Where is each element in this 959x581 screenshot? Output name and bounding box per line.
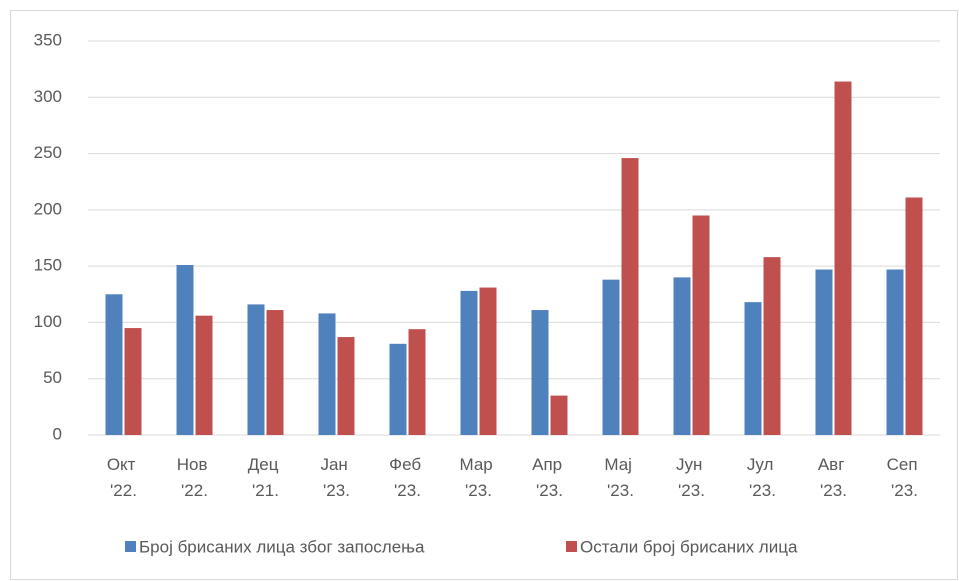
x-tick-label: Нов '22. — [177, 455, 213, 500]
legend-label: Број брисаних лица због запослења — [139, 537, 425, 556]
bar — [621, 158, 639, 435]
x-tick-label: Авг '23. — [818, 455, 849, 500]
legend-swatch — [125, 541, 136, 552]
bar — [602, 279, 620, 435]
bar — [673, 277, 691, 435]
bar — [408, 329, 426, 435]
y-tick-label: 0 — [53, 424, 62, 443]
x-tick-line: Феб — [389, 455, 426, 474]
x-tick-label: Мај '23. — [604, 455, 636, 500]
x-tick-line: '23. — [678, 481, 705, 500]
x-tick-line: Јул — [747, 455, 778, 474]
bar — [247, 304, 265, 435]
x-tick-line: Мај — [604, 455, 636, 474]
x-tick-label: Дец '21. — [248, 455, 283, 500]
x-tick-line: Јун — [676, 455, 707, 474]
legend-label: Остали број брисаних лица — [580, 537, 798, 556]
x-tick-line: Јан — [320, 455, 352, 474]
y-tick-label: 150 — [34, 256, 62, 275]
x-tick-line: Авг — [818, 455, 849, 474]
bar — [337, 337, 355, 435]
x-tick-label: Окт '22. — [107, 455, 140, 500]
bar — [550, 395, 568, 435]
x-tick-line: Сеп — [887, 455, 923, 474]
x-tick-line: Дец — [248, 455, 283, 474]
x-tick-label: Феб '23. — [389, 455, 426, 500]
x-tick-label: Јун '23. — [676, 455, 707, 500]
x-tick-line: '23. — [607, 481, 634, 500]
bar — [318, 313, 336, 435]
x-tick-line: '23. — [394, 481, 421, 500]
y-tick-label: 50 — [43, 368, 62, 387]
x-tick-label: Сеп '23. — [887, 455, 923, 500]
bar — [389, 343, 407, 435]
legend-swatch — [566, 541, 577, 552]
x-tick-label: Јан '23. — [320, 455, 352, 500]
x-tick-line: '23. — [536, 481, 563, 500]
bar — [744, 302, 762, 435]
x-tick-line: Окт — [107, 455, 140, 474]
bar — [815, 269, 833, 435]
y-tick-label: 350 — [34, 30, 62, 49]
x-tick-line: '22. — [181, 481, 208, 500]
x-tick-line: '23. — [465, 481, 492, 500]
x-tick-line: '22. — [110, 481, 137, 500]
y-tick-label: 250 — [34, 143, 62, 162]
bar — [479, 287, 497, 435]
y-tick-label: 300 — [34, 87, 62, 106]
bar — [834, 81, 852, 436]
bar — [905, 197, 923, 435]
x-tick-line: Апр — [532, 455, 567, 474]
bar — [886, 269, 904, 435]
x-tick-line: '21. — [252, 481, 279, 500]
x-tick-line: Мар — [460, 455, 498, 474]
bar — [195, 315, 213, 435]
bar — [176, 265, 194, 435]
x-tick-line: Нов — [177, 455, 213, 474]
x-tick-line: '23. — [323, 481, 350, 500]
y-tick-label: 200 — [34, 199, 62, 218]
bar — [692, 215, 710, 435]
bar — [460, 290, 478, 435]
bar — [124, 328, 142, 435]
x-tick-label: Мар '23. — [460, 455, 498, 500]
x-tick-line: '23. — [749, 481, 776, 500]
bar — [105, 294, 123, 435]
bar — [531, 310, 549, 435]
x-tick-label: Апр '23. — [532, 455, 567, 500]
x-tick-line: '23. — [891, 481, 918, 500]
x-tick-label: Јул '23. — [747, 455, 778, 500]
bar — [266, 310, 284, 435]
y-tick-label: 100 — [34, 312, 62, 331]
bar — [763, 257, 781, 435]
x-tick-line: '23. — [820, 481, 847, 500]
